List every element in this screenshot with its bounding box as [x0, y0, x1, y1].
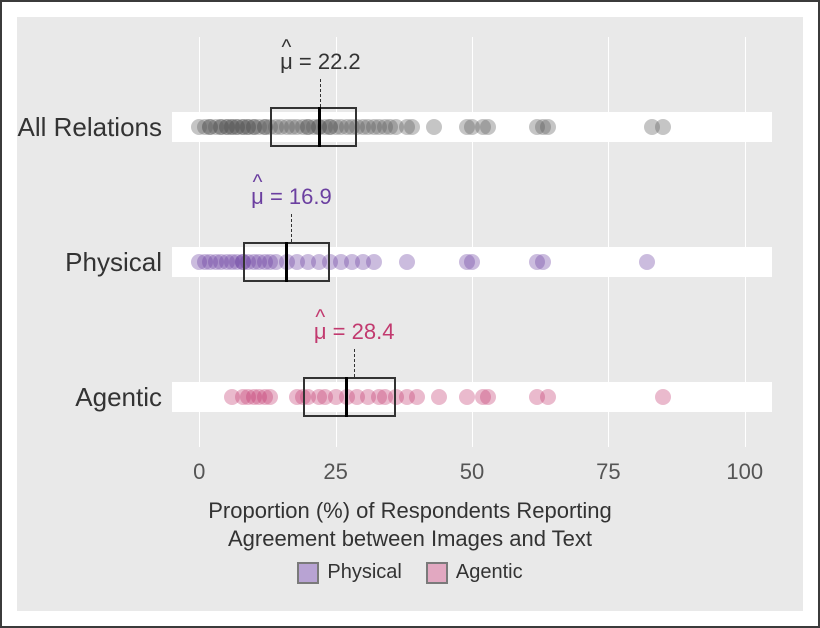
grid-vline: [608, 37, 609, 447]
data-point-physical: [399, 254, 415, 270]
chart-frame: All Relations Physical Agentic μ = 22.2 μ = …: [0, 0, 820, 628]
data-point-agentic: [262, 389, 278, 405]
mu-label-agentic: μ = 28.4: [314, 319, 395, 345]
boxplot-median-physical: [285, 242, 288, 282]
data-point-agentic: [540, 389, 556, 405]
boxplot-box-agentic: [303, 377, 396, 417]
data-point-physical: [464, 254, 480, 270]
chart-panel: All Relations Physical Agentic μ = 22.2 μ = …: [17, 17, 803, 611]
mu-line-all: [320, 79, 321, 107]
x-tick-label: 0: [193, 459, 205, 485]
data-point-agentic: [459, 389, 475, 405]
data-point-all: [540, 119, 556, 135]
data-point-physical: [366, 254, 382, 270]
legend-item-agentic: Agentic: [426, 561, 523, 584]
category-label-agentic: Agentic: [75, 382, 172, 413]
legend-label: Agentic: [456, 561, 523, 584]
data-point-all: [480, 119, 496, 135]
data-point-physical: [535, 254, 551, 270]
grid-vline: [472, 37, 473, 447]
data-point-all: [404, 119, 420, 135]
mu-label-all: μ = 22.2: [280, 49, 361, 75]
x-axis-title-line1: Proportion (%) of Respondents Reporting: [208, 498, 612, 523]
category-label-physical: Physical: [65, 247, 172, 278]
data-point-agentic: [655, 389, 671, 405]
data-point-physical: [639, 254, 655, 270]
boxplot-median-agentic: [345, 377, 348, 417]
x-axis-title: Proportion (%) of Respondents Reporting …: [17, 497, 803, 552]
x-tick-label: 25: [323, 459, 347, 485]
mu-line-agentic: [354, 349, 355, 377]
data-point-agentic: [480, 389, 496, 405]
data-point-agentic: [431, 389, 447, 405]
x-tick-label: 75: [596, 459, 620, 485]
x-tick-label: 50: [460, 459, 484, 485]
data-point-agentic: [409, 389, 425, 405]
legend-label: Physical: [327, 561, 401, 584]
data-point-all: [426, 119, 442, 135]
data-point-all: [655, 119, 671, 135]
boxplot-box-all: [270, 107, 357, 147]
legend: Physical Agentic: [17, 561, 803, 590]
grid-vline: [745, 37, 746, 447]
boxplot-median-all: [318, 107, 321, 147]
legend-swatch-icon: [426, 562, 448, 584]
category-label-all: All Relations: [17, 112, 172, 143]
legend-item-physical: Physical: [297, 561, 401, 584]
mu-line-physical: [291, 214, 292, 242]
x-axis-title-line2: Agreement between Images and Text: [228, 526, 592, 551]
grid-vline: [199, 37, 200, 447]
x-tick-label: 100: [726, 459, 763, 485]
plot-area: All RelationsPhysicalAgenticμ = 22.2μ = …: [172, 37, 772, 447]
mu-label-physical: μ = 16.9: [251, 184, 332, 210]
legend-swatch-icon: [297, 562, 319, 584]
